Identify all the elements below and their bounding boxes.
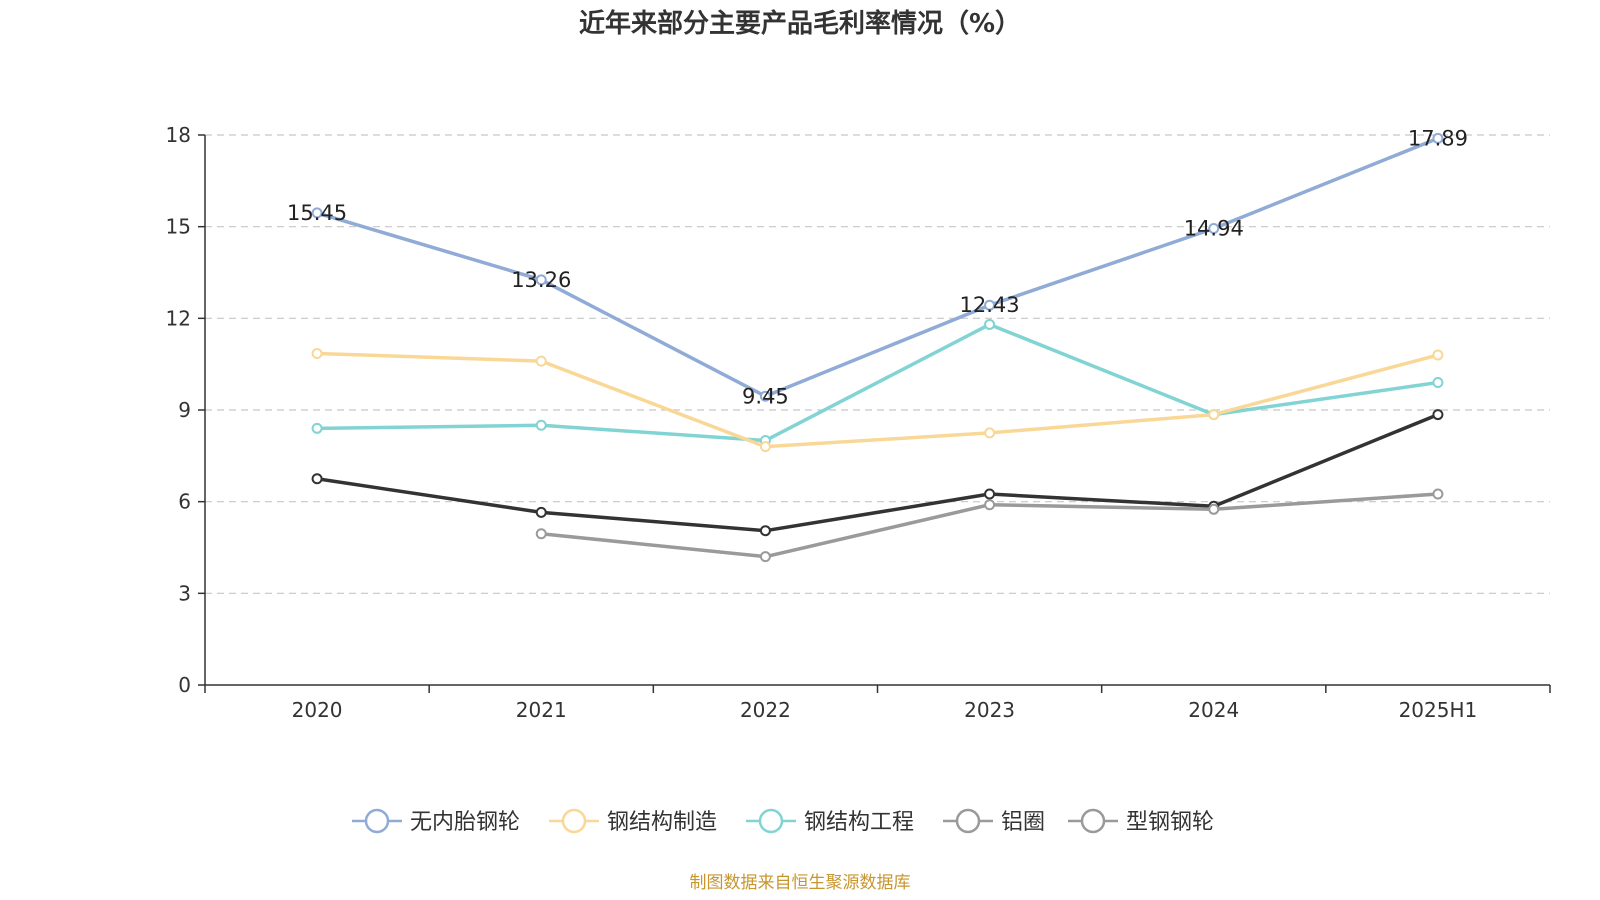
x-tick-label: 2022 — [740, 698, 791, 722]
chart-title: 近年来部分主要产品毛利率情况（%） — [579, 8, 1021, 39]
data-label: 9.45 — [742, 384, 789, 408]
series-0 — [311, 132, 1444, 402]
y-tick-label: 3 — [178, 581, 191, 605]
legend-marker — [1080, 808, 1106, 834]
data-label: 13.26 — [511, 268, 571, 292]
legend-item[interactable]: 型钢钢轮 — [1068, 808, 1214, 835]
data-point — [984, 318, 996, 330]
data-point — [984, 427, 996, 439]
data-point — [984, 488, 996, 500]
data-point — [759, 390, 771, 402]
data-point — [984, 499, 996, 511]
y-tick-label: 6 — [178, 490, 191, 514]
legend-marker — [561, 808, 587, 834]
legend-marker — [364, 808, 390, 834]
data-point — [1432, 409, 1444, 421]
data-point — [535, 506, 547, 518]
x-tick-label: 2020 — [292, 698, 343, 722]
data-point — [311, 207, 323, 219]
x-tick-label: 2023 — [964, 698, 1015, 722]
data-point — [1208, 409, 1220, 421]
data-point — [759, 525, 771, 537]
y-tick-label: 0 — [178, 673, 191, 697]
data-point — [759, 551, 771, 563]
grid-lines — [205, 134, 1550, 594]
legend-label: 型钢钢轮 — [1126, 810, 1214, 835]
series-lines — [311, 132, 1444, 563]
series-2 — [311, 318, 1444, 447]
x-tick-label: 2021 — [516, 698, 567, 722]
data-point — [1432, 488, 1444, 500]
legend-label: 钢结构工程 — [804, 810, 914, 835]
legend-label: 铝圈 — [1001, 810, 1045, 835]
legend-label: 钢结构制造 — [607, 810, 717, 835]
data-point — [311, 347, 323, 359]
legend-item[interactable]: 钢结构工程 — [746, 808, 914, 835]
data-point — [984, 299, 996, 311]
data-label: 12.43 — [960, 293, 1020, 317]
y-tick-label: 15 — [166, 215, 191, 239]
data-point — [535, 528, 547, 540]
legend-item[interactable]: 无内胎钢轮 — [352, 808, 520, 835]
legend-label: 无内胎钢轮 — [410, 810, 520, 835]
data-point — [1208, 223, 1220, 234]
source-note: 制图数据来自恒生聚源数据库 — [690, 873, 911, 893]
data-label: 17.89 — [1408, 126, 1468, 150]
legend[interactable]: 无内胎钢轮 钢结构制造 钢结构工程 铝圈 型钢钢轮 — [352, 808, 1214, 835]
data-point — [311, 473, 323, 485]
data-point — [535, 274, 547, 286]
legend-item[interactable]: 钢结构制造 — [549, 808, 717, 835]
x-tick-label: 2024 — [1188, 698, 1239, 722]
series-line — [317, 351, 1439, 449]
series-3 — [535, 488, 1444, 563]
data-point — [1208, 503, 1220, 515]
data-point — [1432, 377, 1444, 388]
data-point — [311, 422, 323, 434]
data-point — [1432, 349, 1444, 361]
data-point — [1432, 132, 1444, 144]
legend-marker — [758, 808, 784, 834]
data-point — [535, 419, 547, 431]
series-line — [316, 136, 1439, 398]
x-tick-label: 2025H1 — [1399, 698, 1478, 722]
series-1 — [311, 347, 1444, 453]
data-point — [759, 441, 771, 453]
legend-item[interactable]: 铝圈 — [943, 808, 1045, 835]
y-tick-label: 12 — [166, 306, 191, 330]
data-point — [535, 355, 547, 367]
y-tick-label: 18 — [166, 123, 191, 147]
data-label: 14.94 — [1184, 217, 1244, 241]
data-labels: 15.45 13.26 9.45 12.43 14.94 17.89 — [287, 126, 1468, 408]
series-4 — [311, 409, 1444, 537]
series-line — [316, 412, 1439, 533]
legend-marker — [955, 808, 981, 834]
y-tick-label: 9 — [178, 398, 191, 422]
series-line — [317, 322, 1439, 443]
data-label: 15.45 — [287, 201, 347, 225]
axes: 0 3 6 9 12 15 18 2020 2021 2022 2023 2024 2025H1 — [166, 123, 1551, 722]
